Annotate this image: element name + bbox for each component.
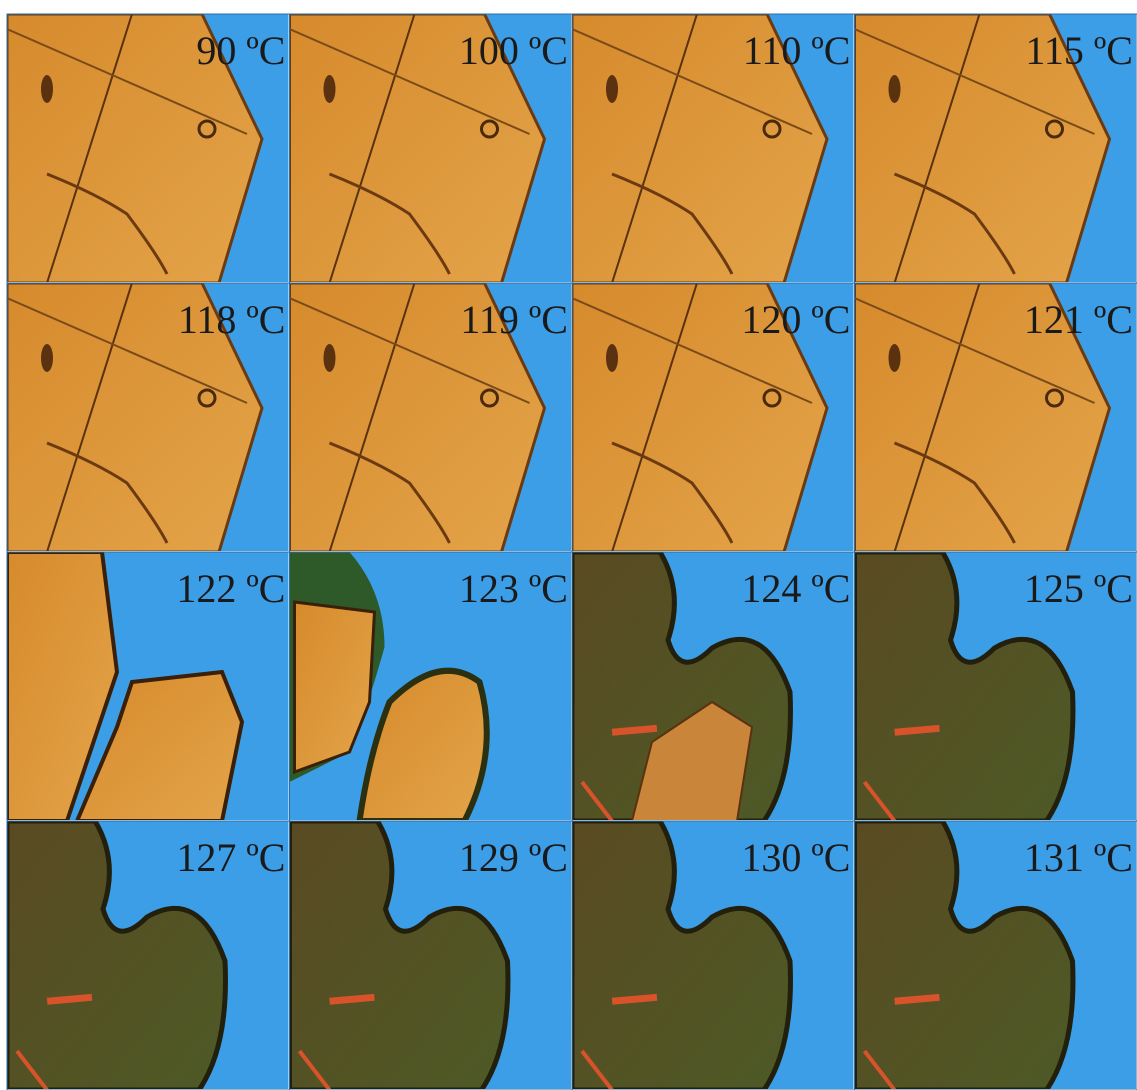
temperature-label: 100 ºC [459, 28, 568, 73]
inclusion [606, 75, 618, 103]
temperature-label: 118 ºC [178, 297, 286, 342]
micrograph-panel: 131 ºC [855, 821, 1137, 1090]
micrograph-panel: 123 ºC [290, 552, 573, 821]
temperature-label: 125 ºC [1024, 566, 1133, 611]
inclusion [324, 75, 336, 103]
panel-content: 110 ºC [572, 14, 855, 283]
temperature-label: 130 ºC [741, 835, 850, 880]
panel-content: 121 ºC [855, 283, 1137, 552]
micrograph-panel: 115 ºC [855, 14, 1137, 283]
micrograph-panel: 121 ºC [855, 283, 1137, 552]
temperature-label: 110 ºC [743, 28, 851, 73]
micrograph-grid: 90 ºC 100 ºC 110 ºC 115 ºC 118 ºC 119 ºC 120 º… [0, 0, 1137, 1090]
micrograph-panel: 124 ºC [572, 552, 855, 821]
temperature-label: 129 ºC [459, 835, 568, 880]
panel-content: 123 ºC [290, 552, 573, 821]
panel-content: 100 ºC [290, 14, 573, 283]
temperature-label: 119 ºC [460, 297, 568, 342]
micrograph-panel: 122 ºC [7, 552, 290, 821]
micrograph-panel: 129 ºC [290, 821, 573, 1090]
temperature-label: 115 ºC [1025, 28, 1133, 73]
micrograph-panel: 90 ºC [7, 14, 290, 283]
inclusion [41, 344, 53, 372]
micrograph-panel: 100 ºC [290, 14, 573, 283]
panel-content: 115 ºC [855, 14, 1137, 283]
micrograph-panel: 127 ºC [7, 821, 290, 1090]
inclusion [606, 344, 618, 372]
panel-content: 120 ºC [572, 283, 855, 552]
temperature-label: 90 ºC [196, 28, 285, 73]
inclusion [41, 75, 53, 103]
panel-content: 122 ºC [7, 552, 290, 821]
panel-content: 125 ºC [855, 552, 1137, 821]
micrograph-panel: 119 ºC [290, 283, 573, 552]
inclusion [324, 344, 336, 372]
temperature-label: 124 ºC [741, 566, 850, 611]
panel-content: 118 ºC [7, 283, 290, 552]
micrograph-panel: 118 ºC [7, 283, 290, 552]
temperature-label: 121 ºC [1024, 297, 1133, 342]
temperature-label: 131 ºC [1024, 835, 1133, 880]
inclusion [889, 75, 901, 103]
temperature-label: 127 ºC [176, 835, 285, 880]
panel-content: 127 ºC [7, 821, 290, 1090]
panel-content: 130 ºC [572, 821, 855, 1090]
micrograph-panel: 125 ºC [855, 552, 1137, 821]
panel-content: 124 ºC [572, 552, 855, 821]
micrograph-panel: 120 ºC [572, 283, 855, 552]
temperature-label: 123 ºC [459, 566, 568, 611]
panel-content: 129 ºC [290, 821, 573, 1090]
temperature-label: 120 ºC [741, 297, 850, 342]
panel-content: 119 ºC [290, 283, 573, 552]
panel-content: 131 ºC [855, 821, 1137, 1090]
temperature-label: 122 ºC [176, 566, 285, 611]
micrograph-panel: 110 ºC [572, 14, 855, 283]
inclusion [889, 344, 901, 372]
micrograph-panel: 130 ºC [572, 821, 855, 1090]
panel-content: 90 ºC [7, 14, 290, 283]
